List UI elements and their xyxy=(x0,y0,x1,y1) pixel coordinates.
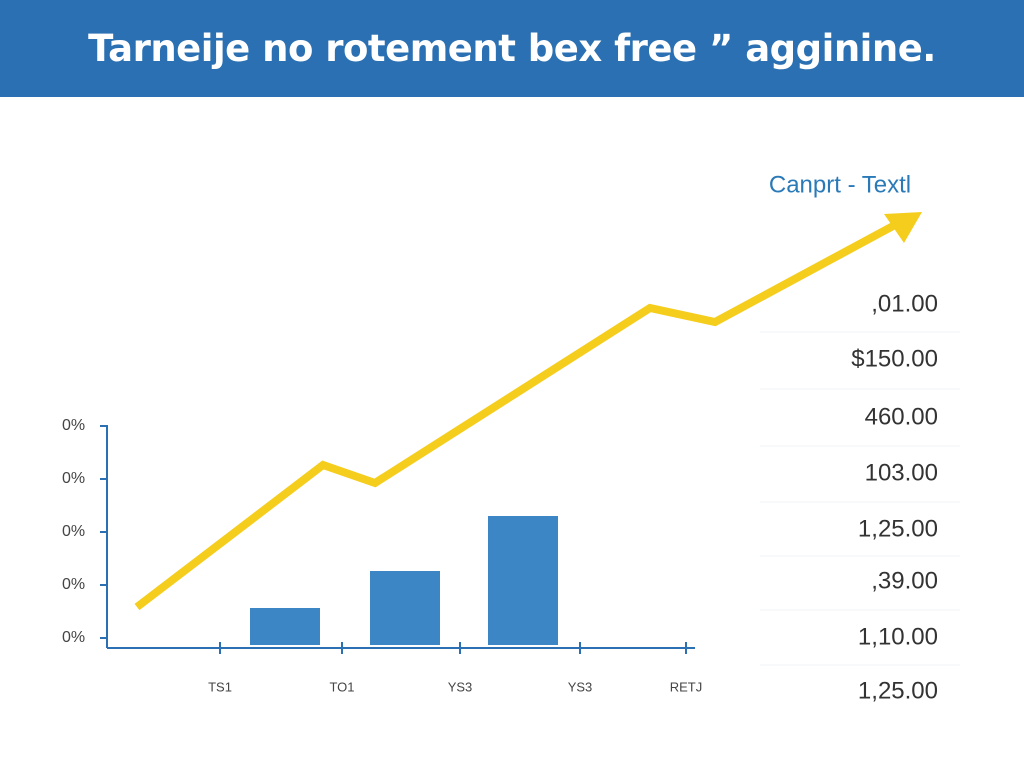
x-tick-label: YS3 xyxy=(448,679,473,694)
y-tick-label: 0% xyxy=(62,523,85,540)
y-tick-label: 0% xyxy=(62,629,85,646)
y-tick-label: 0% xyxy=(62,576,85,593)
value-entry: 1,25.00 xyxy=(858,515,938,542)
value-entry: 460.00 xyxy=(865,403,938,430)
trend-arrowhead xyxy=(884,212,922,243)
value-entry: ,39.00 xyxy=(871,567,938,594)
bars xyxy=(250,516,558,645)
chart: Canprt - Textl 0% 0% 0% 0% 0% TS1 TO1 YS3 YS3 RET… xyxy=(62,171,960,704)
x-tick-label: YS3 xyxy=(568,679,593,694)
trend-line xyxy=(134,222,895,611)
y-tick-label: 0% xyxy=(62,470,85,487)
x-tick-label: RETJ xyxy=(670,679,703,694)
value-entry: 1,25.00 xyxy=(858,677,938,704)
y-tick-label: 0% xyxy=(62,417,85,434)
value-entry: 103.00 xyxy=(865,459,938,486)
header-title: Tarneije no rotement bex free ” agginine… xyxy=(88,27,936,70)
x-tick-label: TS1 xyxy=(208,679,232,694)
legend-label: Canprt - Textl xyxy=(769,171,911,198)
value-entry: $150.00 xyxy=(851,345,938,372)
bar xyxy=(250,608,320,645)
bar xyxy=(370,571,440,645)
row-separators xyxy=(760,331,960,666)
bar xyxy=(488,516,558,645)
header-bar: Tarneije no rotement bex free ” agginine… xyxy=(0,0,1024,97)
value-entry: 1,10.00 xyxy=(858,623,938,650)
value-entry: ,01.00 xyxy=(871,290,938,317)
x-tick-label: TO1 xyxy=(329,679,354,694)
